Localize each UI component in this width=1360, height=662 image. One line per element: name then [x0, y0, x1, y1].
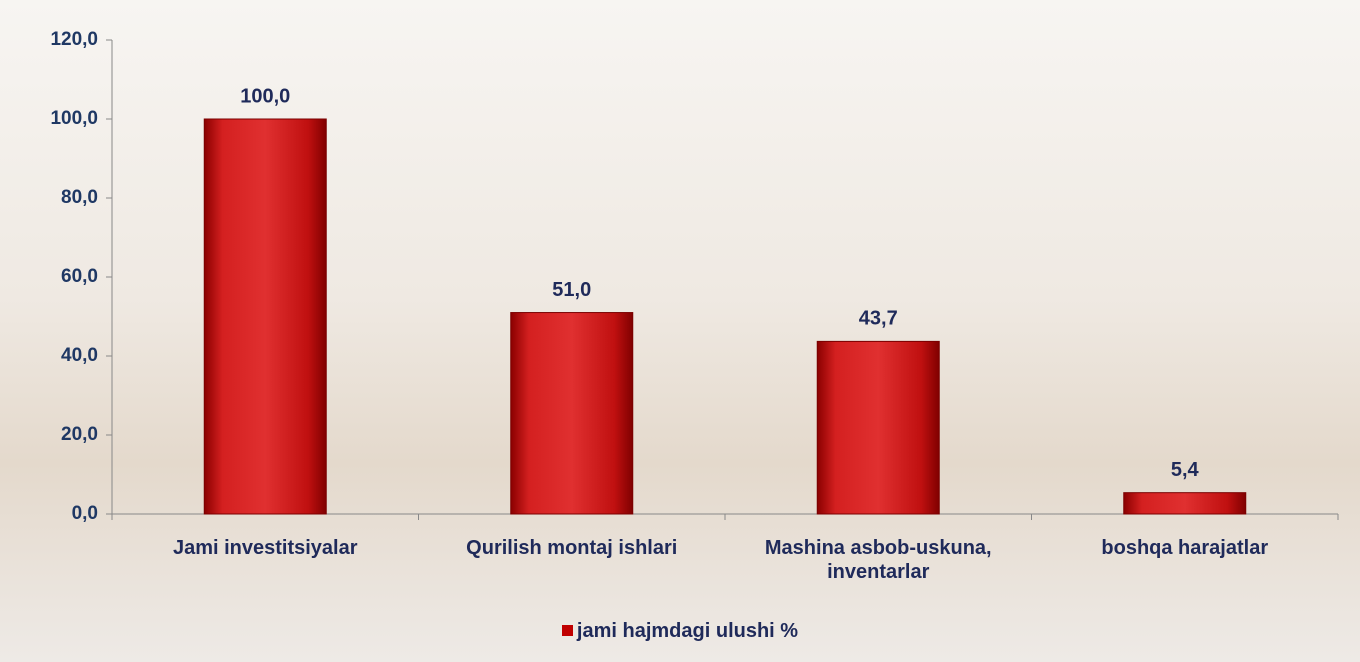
bar — [510, 312, 634, 515]
bar — [203, 118, 327, 515]
data-label: 5,4 — [1171, 459, 1200, 481]
data-label: 100,0 — [240, 85, 290, 107]
y-tick-label: 120,0 — [50, 29, 98, 50]
y-tick-label: 0,0 — [72, 503, 98, 524]
y-tick-label: 100,0 — [50, 108, 98, 129]
x-tick-label: Jami investitsiyalar — [172, 537, 358, 559]
x-tick-label: Mashina asbob-uskuna, inventarlar — [764, 537, 992, 583]
y-tick-label: 40,0 — [61, 345, 98, 366]
x-tick-label: boshqa harajatlar — [1101, 537, 1269, 559]
x-tick-label: Qurilish montaj ishlari — [466, 537, 678, 559]
legend-label: jami hajmdagi ulushi % — [576, 620, 799, 642]
legend: jami hajmdagi ulushi % — [0, 620, 1360, 643]
y-tick-label: 60,0 — [61, 266, 98, 287]
legend-swatch — [561, 625, 573, 636]
data-label: 43,7 — [859, 308, 898, 330]
data-label: 51,0 — [552, 279, 591, 301]
y-tick-label: 80,0 — [61, 187, 98, 208]
bar — [1123, 492, 1247, 515]
bar — [816, 340, 940, 515]
y-tick-label: 20,0 — [61, 424, 98, 445]
